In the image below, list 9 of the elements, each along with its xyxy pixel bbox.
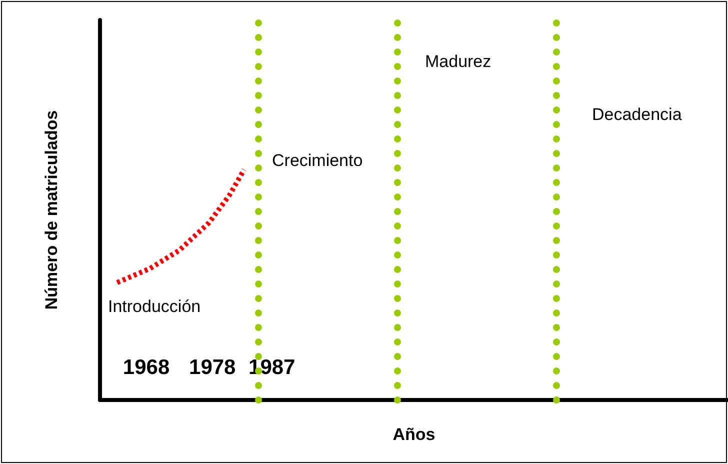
text: Decadencia: [592, 105, 682, 124]
annotation: Introducción: [108, 297, 201, 316]
x-tick-label: 1968: [122, 356, 170, 379]
y-axis-title: Número de matriculados: [42, 110, 61, 310]
annotation: Crecimiento: [272, 151, 363, 170]
x-axis-title: Años: [392, 425, 436, 444]
text: Madurez: [425, 52, 492, 71]
x-tick-label: 1978: [189, 356, 236, 379]
x-tick-label: 1987: [248, 356, 296, 379]
